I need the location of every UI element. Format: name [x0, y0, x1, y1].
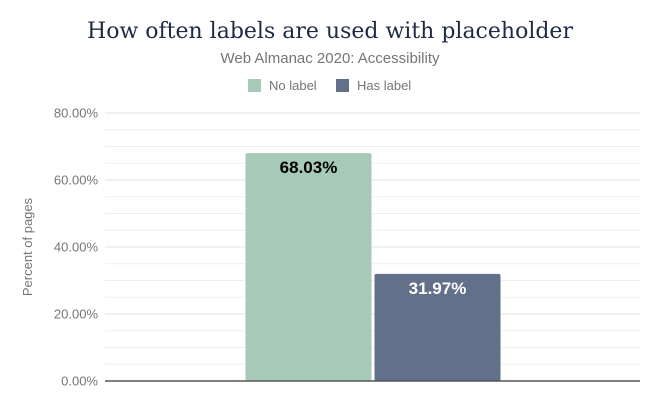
y-axis-label: Percent of pages	[20, 197, 35, 296]
gridlines	[105, 112, 640, 365]
chart-subtitle: Web Almanac 2020: Accessibility	[220, 50, 440, 67]
bar-no-label	[245, 153, 372, 381]
y-tick-label: 40.00%	[54, 240, 99, 255]
y-tick-label: 60.00%	[54, 173, 99, 188]
legend-swatch-has-label	[336, 79, 349, 92]
y-tick-label: 0.00%	[61, 374, 98, 389]
legend-label-no-label: No label	[269, 78, 317, 93]
bar-has-label	[374, 273, 501, 381]
data-label-has-label: 31.97%	[409, 279, 467, 298]
y-axis-ticks: 0.00% 20.00% 40.00% 60.00% 80.00%	[54, 106, 99, 389]
y-tick-label: 20.00%	[54, 307, 99, 322]
bars: 68.03% 31.97%	[245, 153, 501, 381]
legend-label-has-label: Has label	[357, 78, 411, 93]
chart-title: How often labels are used with placehold…	[87, 19, 573, 44]
legend-swatch-no-label	[248, 79, 261, 92]
y-tick-label: 80.00%	[54, 106, 99, 121]
data-label-no-label: 68.03%	[280, 158, 338, 177]
legend: No label Has label	[248, 78, 411, 93]
